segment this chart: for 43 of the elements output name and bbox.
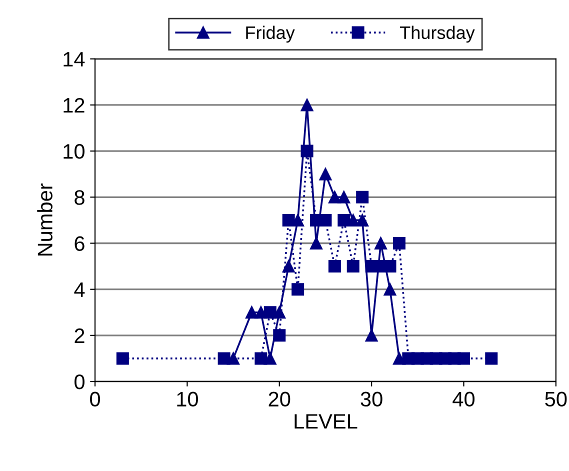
point [300, 144, 314, 158]
y-tick-label: 6 [74, 236, 84, 251]
point [264, 306, 276, 319]
point [282, 214, 295, 226]
point [338, 214, 350, 226]
point [485, 352, 498, 365]
y-tick-label: 4 [74, 282, 85, 297]
point [328, 190, 341, 204]
x-tick-label: 30 [360, 392, 382, 407]
point [457, 352, 470, 365]
x-tick-label: 50 [545, 392, 567, 407]
x-tick-label: 0 [90, 392, 100, 407]
point [356, 190, 369, 204]
point [292, 283, 304, 296]
point [338, 190, 350, 204]
point [300, 98, 314, 112]
point [392, 236, 406, 250]
point [218, 352, 230, 365]
x-tick-label: 10 [177, 392, 198, 407]
point [245, 306, 258, 319]
y-tick-label: 8 [74, 190, 84, 205]
point [365, 329, 378, 342]
legend-label: Thursday [400, 26, 475, 43]
point [273, 329, 286, 342]
point [254, 352, 268, 365]
point [384, 283, 396, 296]
point [116, 352, 129, 365]
x-tick-label: 20 [268, 392, 290, 407]
y-tick-label: 10 [64, 144, 84, 159]
point [328, 260, 341, 273]
legend-label: Friday [246, 26, 295, 43]
x-axis-title: LEVEL [294, 414, 358, 429]
y-tick-label: 14 [64, 52, 85, 66]
point [282, 260, 295, 273]
x-tick-label: 40 [452, 392, 475, 407]
y-tick-label: 2 [74, 328, 84, 343]
y-tick-label: 12 [64, 98, 84, 113]
point [356, 214, 369, 226]
point [319, 168, 332, 180]
y-axis-title: Number [37, 183, 52, 256]
point [374, 236, 388, 250]
y-tick-label: 0 [74, 374, 84, 390]
point [346, 260, 360, 273]
